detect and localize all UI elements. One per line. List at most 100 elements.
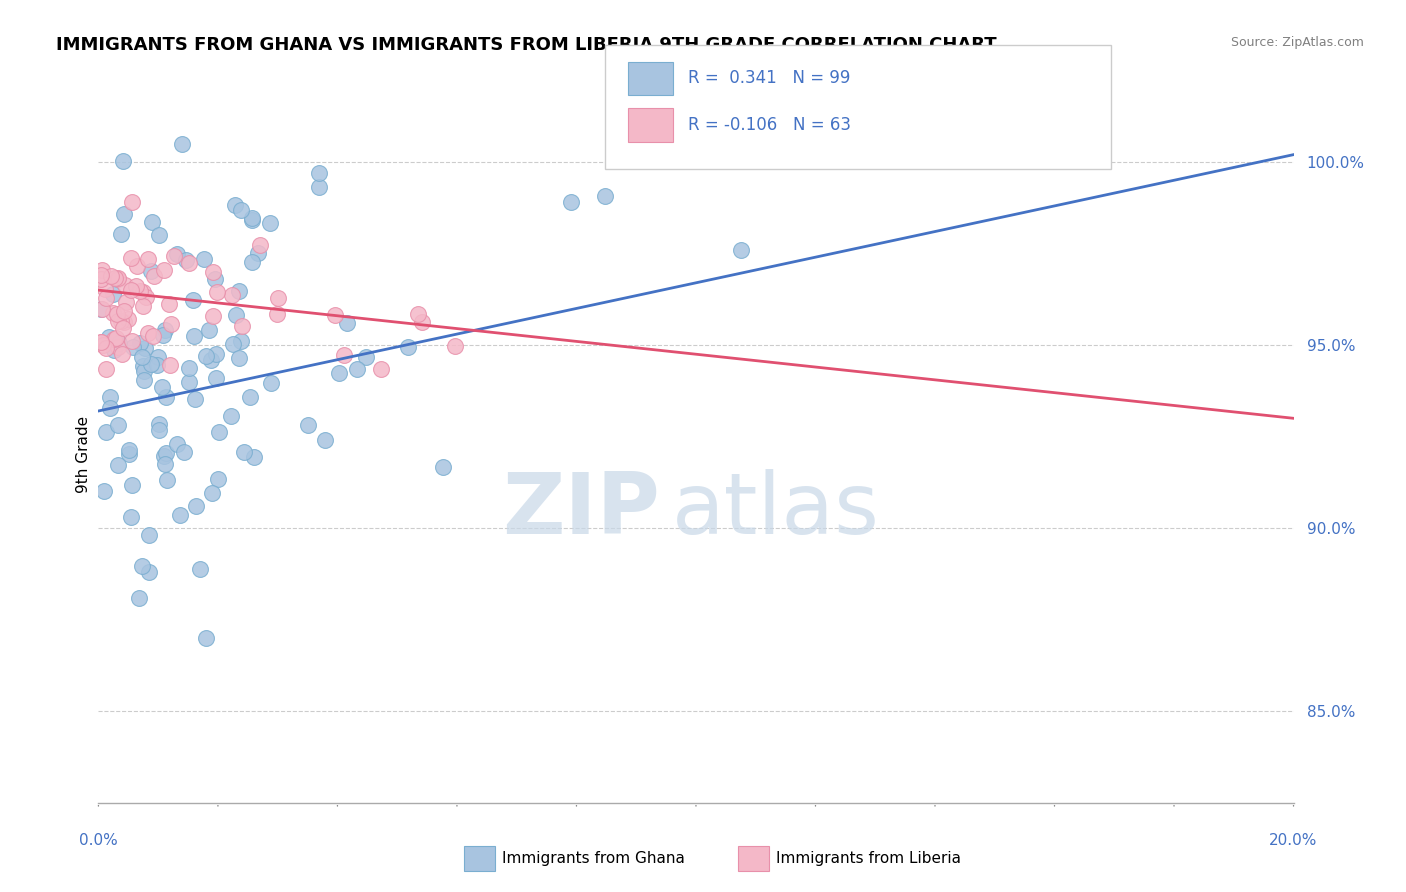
Text: Immigrants from Liberia: Immigrants from Liberia [776, 851, 962, 865]
Point [100, 401, 122, 415]
Point [228, 284, 250, 298]
Point [117, 311, 139, 326]
Point [195, 350, 218, 364]
Point [101, 287, 124, 301]
Point [129, 284, 152, 298]
Point [135, 290, 157, 304]
Point [202, 264, 225, 278]
Point [204, 272, 226, 286]
Point [346, 362, 368, 376]
Point [112, 321, 135, 335]
Point [121, 195, 143, 210]
Point [142, 329, 165, 343]
Point [90, 334, 112, 349]
Point [229, 334, 252, 348]
Point [243, 450, 266, 464]
Point [266, 307, 288, 321]
Point [152, 328, 174, 343]
Point [146, 359, 169, 373]
Point [205, 371, 228, 385]
Point [143, 269, 166, 284]
Point [239, 390, 262, 404]
Point [260, 376, 283, 390]
Point [110, 227, 132, 242]
Point [118, 447, 141, 461]
Point [336, 316, 359, 330]
Point [132, 285, 155, 299]
Point [128, 591, 150, 605]
Text: Immigrants from Ghana: Immigrants from Ghana [502, 851, 685, 865]
Point [233, 444, 256, 458]
Point [204, 347, 226, 361]
Y-axis label: 9th Grade: 9th Grade [76, 417, 91, 493]
Point [156, 473, 179, 487]
Point [169, 508, 191, 523]
Point [259, 216, 281, 230]
Point [94, 425, 117, 439]
Text: R = -0.106   N = 63: R = -0.106 N = 63 [688, 116, 851, 134]
Point [90, 301, 112, 316]
Point [370, 362, 392, 376]
Point [121, 478, 143, 492]
Point [219, 409, 242, 424]
Point [112, 315, 135, 329]
Point [153, 457, 176, 471]
Point [115, 295, 138, 310]
Point [127, 259, 149, 273]
Point [146, 350, 169, 364]
Point [93, 483, 115, 498]
Point [118, 442, 141, 457]
Point [112, 304, 135, 318]
Point [221, 287, 243, 301]
Point [125, 279, 148, 293]
Point [297, 417, 319, 432]
Point [221, 337, 243, 351]
Point [163, 249, 186, 263]
Point [96, 341, 118, 355]
Point [560, 195, 582, 210]
Point [107, 314, 129, 328]
Text: 20.0%: 20.0% [1270, 833, 1317, 848]
Point [152, 380, 174, 394]
Point [90, 271, 112, 285]
Point [111, 346, 134, 360]
Point [177, 376, 200, 390]
Point [100, 269, 122, 284]
Point [267, 291, 290, 305]
Point [98, 390, 121, 404]
Point [108, 335, 131, 350]
Point [225, 308, 247, 322]
Point [120, 509, 142, 524]
Point [134, 341, 156, 355]
Point [134, 373, 156, 387]
Point [105, 307, 128, 321]
Point [131, 351, 153, 365]
Text: ZIP: ZIP [502, 469, 661, 552]
Point [157, 297, 180, 311]
Point [153, 323, 176, 337]
Point [205, 285, 228, 300]
Point [200, 352, 222, 367]
Point [730, 243, 752, 257]
Point [207, 472, 229, 486]
Point [94, 282, 117, 296]
Point [166, 437, 188, 451]
Point [177, 255, 200, 269]
Point [139, 263, 162, 277]
Point [354, 350, 377, 364]
Point [314, 433, 336, 447]
Point [103, 343, 125, 357]
Point [141, 215, 163, 229]
Point [308, 166, 330, 180]
Point [148, 227, 170, 242]
Point [308, 179, 330, 194]
Point [242, 254, 264, 268]
Point [224, 198, 246, 212]
Point [593, 189, 616, 203]
Point [132, 359, 155, 374]
Point [107, 272, 129, 286]
Point [90, 334, 112, 349]
Point [153, 449, 176, 463]
Point [249, 238, 271, 252]
Point [107, 417, 129, 432]
